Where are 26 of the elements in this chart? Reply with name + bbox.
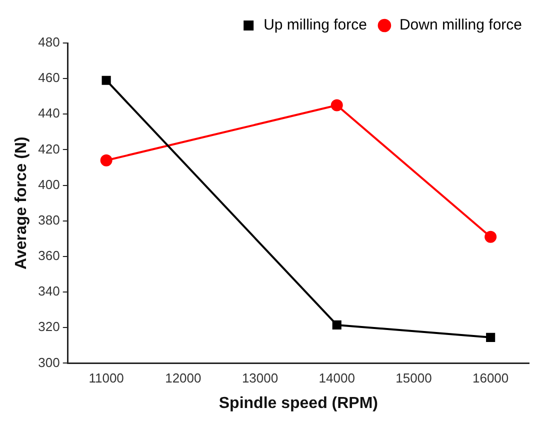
y-tick-label: 320 bbox=[38, 319, 60, 334]
x-tick-label: 11000 bbox=[88, 370, 124, 386]
point bbox=[102, 76, 111, 85]
x-tick-label: 12000 bbox=[165, 370, 202, 386]
x-axis-title: Spindle speed (RPM) bbox=[218, 394, 378, 412]
x-tick-label: 13000 bbox=[242, 370, 278, 386]
legend-label: Down milling force bbox=[399, 16, 522, 34]
point bbox=[486, 332, 496, 342]
x-tick-label: 15000 bbox=[396, 370, 432, 386]
y-tick-label: 340 bbox=[38, 284, 60, 299]
point bbox=[100, 154, 112, 166]
y-tick-label: 360 bbox=[38, 248, 60, 264]
y-tick-label: 460 bbox=[38, 70, 60, 86]
point bbox=[484, 230, 497, 243]
y-tick-label: 420 bbox=[38, 141, 60, 156]
x-tick-label: 14000 bbox=[318, 370, 355, 386]
y-tick-label: 400 bbox=[38, 176, 60, 192]
y-tick-label: 380 bbox=[38, 212, 60, 228]
point bbox=[330, 99, 343, 112]
y-axis-title: Average force (N) bbox=[13, 136, 30, 270]
legend-label: Up milling force bbox=[264, 16, 367, 34]
y-tick-label: 300 bbox=[38, 354, 60, 370]
y-tick-label: 440 bbox=[38, 106, 60, 121]
y-tick-label: 480 bbox=[38, 34, 60, 50]
x-tick-label: 16000 bbox=[472, 370, 509, 386]
point bbox=[332, 320, 342, 330]
